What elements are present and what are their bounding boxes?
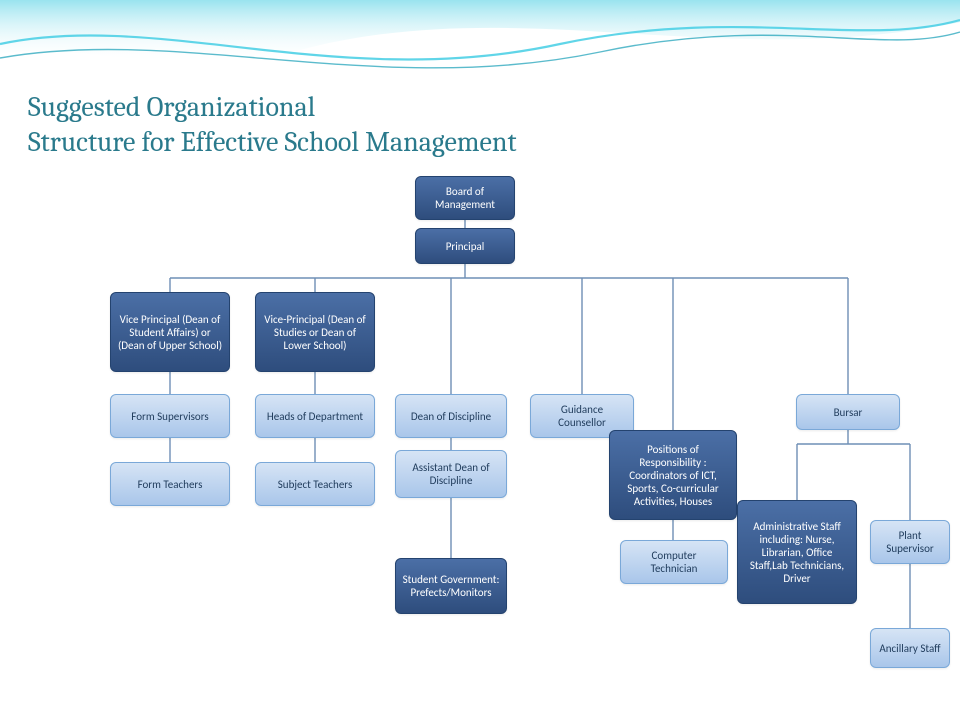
org-node-vp2: Vice-Principal (Dean of Studies or Dean …	[255, 292, 375, 372]
org-node-principal: Principal	[415, 228, 515, 264]
title-line2: Structure for Effective School Managemen…	[28, 126, 517, 158]
title-line1: Suggested Organizational	[28, 91, 315, 123]
org-node-label: Plant Supervisor	[877, 529, 943, 555]
org-node-formteach: Form Teachers	[110, 462, 230, 506]
org-node-adisc: Assistant Dean of Discipline	[395, 450, 507, 498]
org-node-vp1: Vice Principal (Dean of Student Affairs)…	[110, 292, 230, 372]
org-node-label: Vice Principal (Dean of Student Affairs)…	[117, 313, 223, 352]
org-node-bursar: Bursar	[796, 394, 900, 430]
slide-title: Suggested Organizational Structure for E…	[28, 90, 517, 160]
org-node-label: Guidance Counsellor	[537, 403, 627, 429]
org-node-comptech: Computer Technician	[620, 540, 728, 584]
org-node-plant: Plant Supervisor	[870, 520, 950, 564]
org-node-label: Heads of Department	[267, 410, 363, 423]
org-node-label: Form Supervisors	[131, 410, 208, 423]
org-node-formsup: Form Supervisors	[110, 394, 230, 438]
org-node-label: Vice-Principal (Dean of Studies or Dean …	[262, 313, 368, 352]
org-node-anc: Ancillary Staff	[870, 628, 950, 668]
org-node-posresp: Positions of Responsibility : Coordinato…	[609, 430, 737, 520]
org-node-admin: Administrative Staff including: Nurse, L…	[737, 500, 857, 604]
org-node-subteach: Subject Teachers	[255, 462, 375, 506]
org-node-label: Form Teachers	[138, 478, 203, 491]
org-node-label: Bursar	[834, 406, 863, 419]
org-node-label: Positions of Responsibility : Coordinato…	[616, 443, 730, 508]
org-node-label: Student Government: Prefects/Monitors	[402, 573, 500, 599]
org-node-label: Administrative Staff including: Nurse, L…	[744, 520, 850, 585]
org-node-label: Computer Technician	[627, 549, 721, 575]
org-node-label: Principal	[446, 240, 485, 253]
org-node-board: Board of Management	[415, 176, 515, 220]
org-node-label: Ancillary Staff	[879, 642, 940, 655]
org-node-sgov: Student Government: Prefects/Monitors	[395, 558, 507, 614]
org-node-label: Board of Management	[422, 185, 508, 211]
org-node-label: Dean of Discipline	[411, 410, 491, 423]
org-node-hod: Heads of Department	[255, 394, 375, 438]
org-node-label: Assistant Dean of Discipline	[402, 461, 500, 487]
org-node-label: Subject Teachers	[278, 478, 353, 491]
org-node-deandisc: Dean of Discipline	[395, 394, 507, 438]
